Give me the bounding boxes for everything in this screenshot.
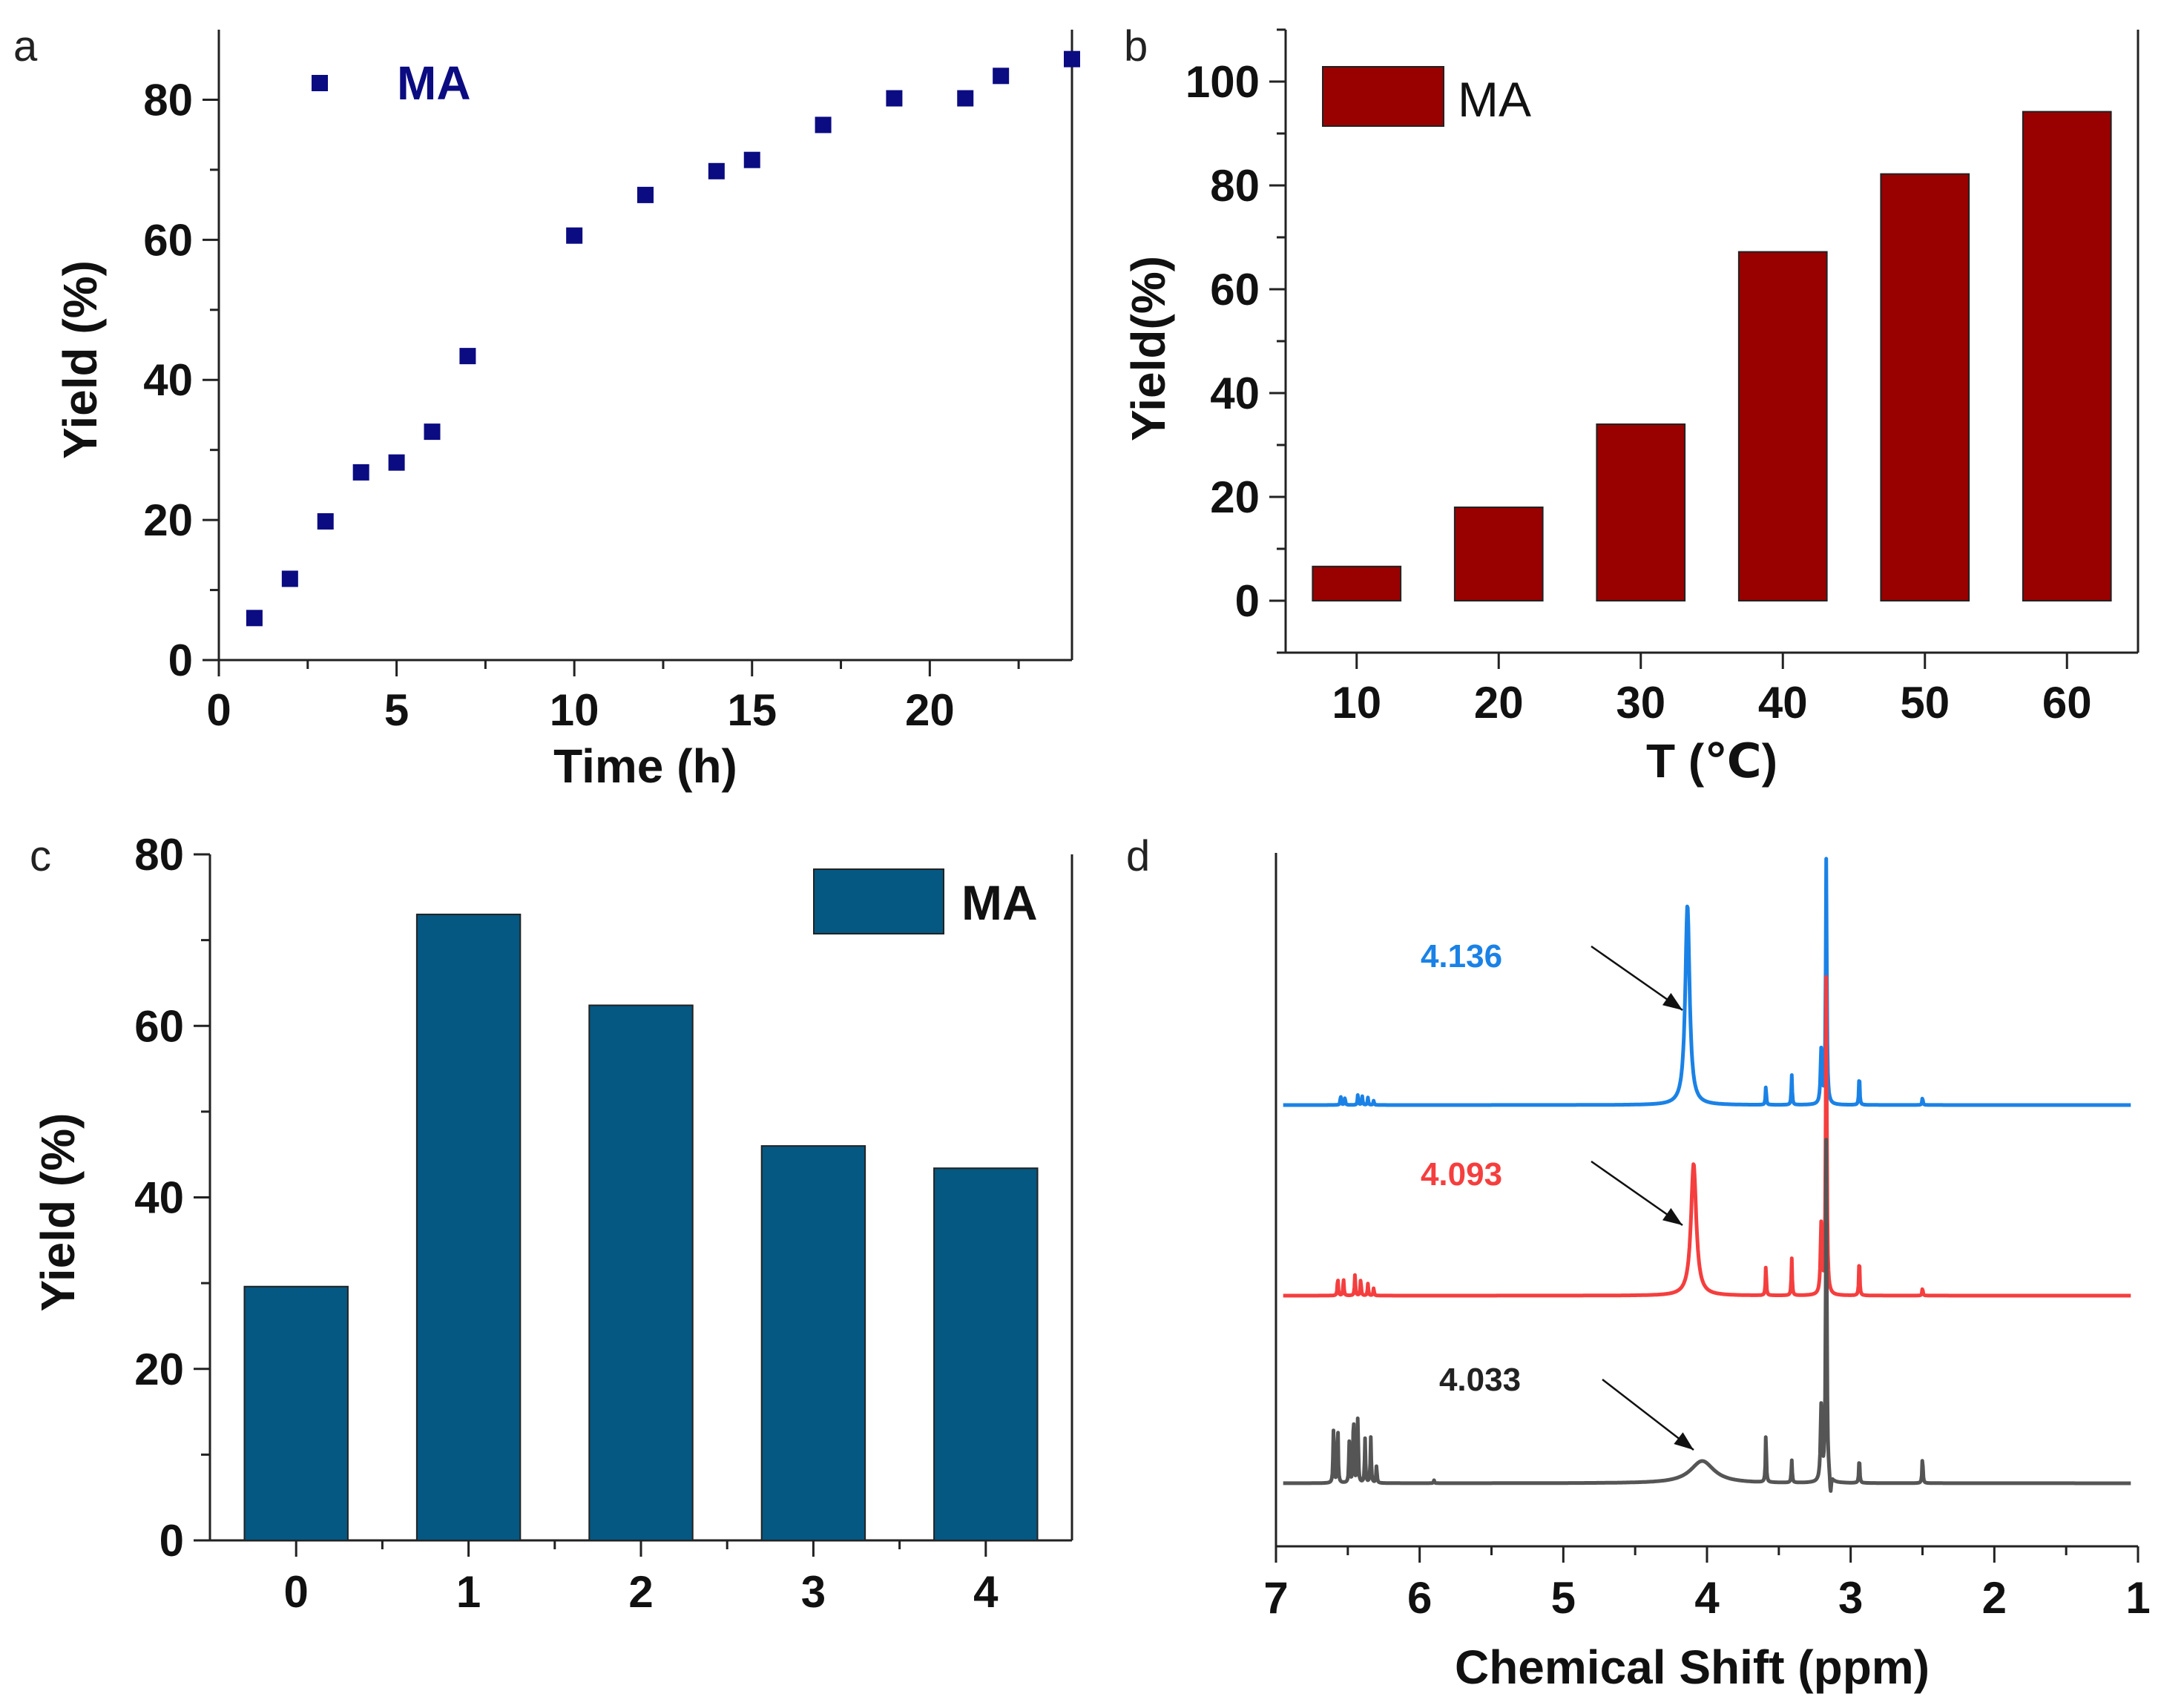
data-point [815,116,832,133]
data-point [1064,50,1080,67]
x-tick-label: 10 [1332,678,1381,728]
y-tick-label: 40 [143,355,193,405]
y-tick-label: 60 [134,1001,184,1051]
bar [243,1285,349,1541]
bar [1312,565,1402,601]
data-point [993,67,1010,85]
legend-marker [312,75,328,91]
data-point [281,570,298,587]
peak-label: 4.033 [1439,1362,1521,1398]
spectrum-line-middle [1281,975,2133,1298]
y-tick-label: 100 [1185,57,1260,107]
data-point [708,162,725,179]
panel-c: c 0 20 40 60 80 0 1 2 3 4 Yield (%) MA [30,830,1073,1617]
bar [1880,173,1970,602]
peak-arrow-head [1662,992,1683,1010]
x-tick-label: 20 [1474,678,1524,728]
y-axis-title: Yield (%) [53,260,107,459]
y-tick-label: 80 [143,75,193,125]
x-tick-label: 30 [1616,678,1665,728]
x-axis-title: T (℃) [1646,734,1777,788]
y-tick-label: 20 [134,1345,184,1394]
data-point [317,513,334,530]
x-tick-label: 2 [628,1567,653,1617]
bar [1596,423,1686,601]
bar [588,1004,694,1541]
bar [1737,251,1828,601]
y-tick-label: 0 [159,1516,184,1566]
y-tick-label: 40 [1210,369,1260,418]
x-tick-label: 2 [1982,1573,2007,1623]
x-tick-label: 5 [384,685,409,735]
peak-label: 4.136 [1421,938,1502,975]
panel-letter: d [1126,832,1150,880]
data-point [637,186,654,203]
data-point [459,348,476,365]
x-tick-label: 15 [727,685,777,735]
y-tick-label: 20 [143,495,193,545]
bar [415,913,522,1541]
panel-letter: a [13,22,38,70]
data-point [566,227,583,244]
y-tick-label: 80 [1210,161,1260,211]
data-point [743,151,760,168]
data-point [352,464,369,481]
y-tick-label: 0 [1235,576,1260,626]
data-point [424,423,441,441]
y-axis-title: Yield(%) [1122,256,1175,441]
legend-swatch [813,868,944,934]
legend-swatch [1322,66,1444,127]
bar [1453,507,1544,601]
legend-label: MA [961,875,1038,930]
x-tick-label: 1 [2125,1573,2150,1623]
x-tick-label: 1 [456,1567,481,1617]
x-axis-title: Chemical Shift (ppm) [1455,1641,1930,1694]
x-tick-label: 10 [550,685,599,735]
bar [933,1167,1039,1541]
y-tick-label: 80 [134,830,184,880]
panel-letter: b [1124,22,1148,70]
x-tick-label: 50 [1900,678,1950,728]
y-tick-label: 40 [134,1173,184,1223]
x-tick-label: 0 [206,685,231,735]
y-tick-label: 60 [1210,265,1260,314]
panel-letter: c [30,832,51,880]
x-tick-label: 40 [1758,678,1808,728]
legend-label: MA [1458,72,1531,127]
legend-label: MA [397,56,471,110]
peak-label: 4.093 [1421,1156,1502,1193]
peak-arrow-head [1674,1432,1694,1450]
data-point [886,90,903,107]
bar [2022,111,2112,602]
y-axis-title: Yield (%) [31,1113,85,1312]
y-tick-label: 20 [1210,472,1260,522]
x-tick-label: 60 [2042,678,2092,728]
x-tick-label: 5 [1551,1573,1576,1623]
x-tick-label: 7 [1263,1573,1288,1623]
data-point [957,90,974,107]
panel-b: b 0 20 40 60 80 100 10 20 30 40 50 60 T (℃) Yield(%) MA [1122,22,2139,788]
x-tick-label: 20 [905,685,955,735]
x-tick-label: 3 [1838,1573,1863,1623]
x-tick-label: 6 [1407,1573,1432,1623]
panel-a: a 0 5 10 15 20 0 20 40 60 80 Time (h) Yield (%) MA [13,22,1080,793]
panel-d: d 7 6 5 4 3 2 1 Chemical Shift (ppm) 4.136 4.093 4.… [1126,832,2151,1694]
y-tick-label: 0 [168,636,193,685]
peak-arrow-head [1662,1207,1683,1225]
x-tick-label: 3 [801,1567,826,1617]
x-tick-label: 0 [284,1567,309,1617]
y-tick-label: 60 [143,215,193,265]
bar [760,1145,866,1541]
x-tick-label: 4 [1694,1573,1720,1623]
data-point [388,454,405,471]
spectrum-line-bottom [1281,1138,2133,1493]
spectrum-line-top [1281,857,2133,1107]
x-tick-label: 4 [973,1567,999,1617]
x-axis-title: Time (h) [553,739,737,793]
data-point [246,610,263,627]
